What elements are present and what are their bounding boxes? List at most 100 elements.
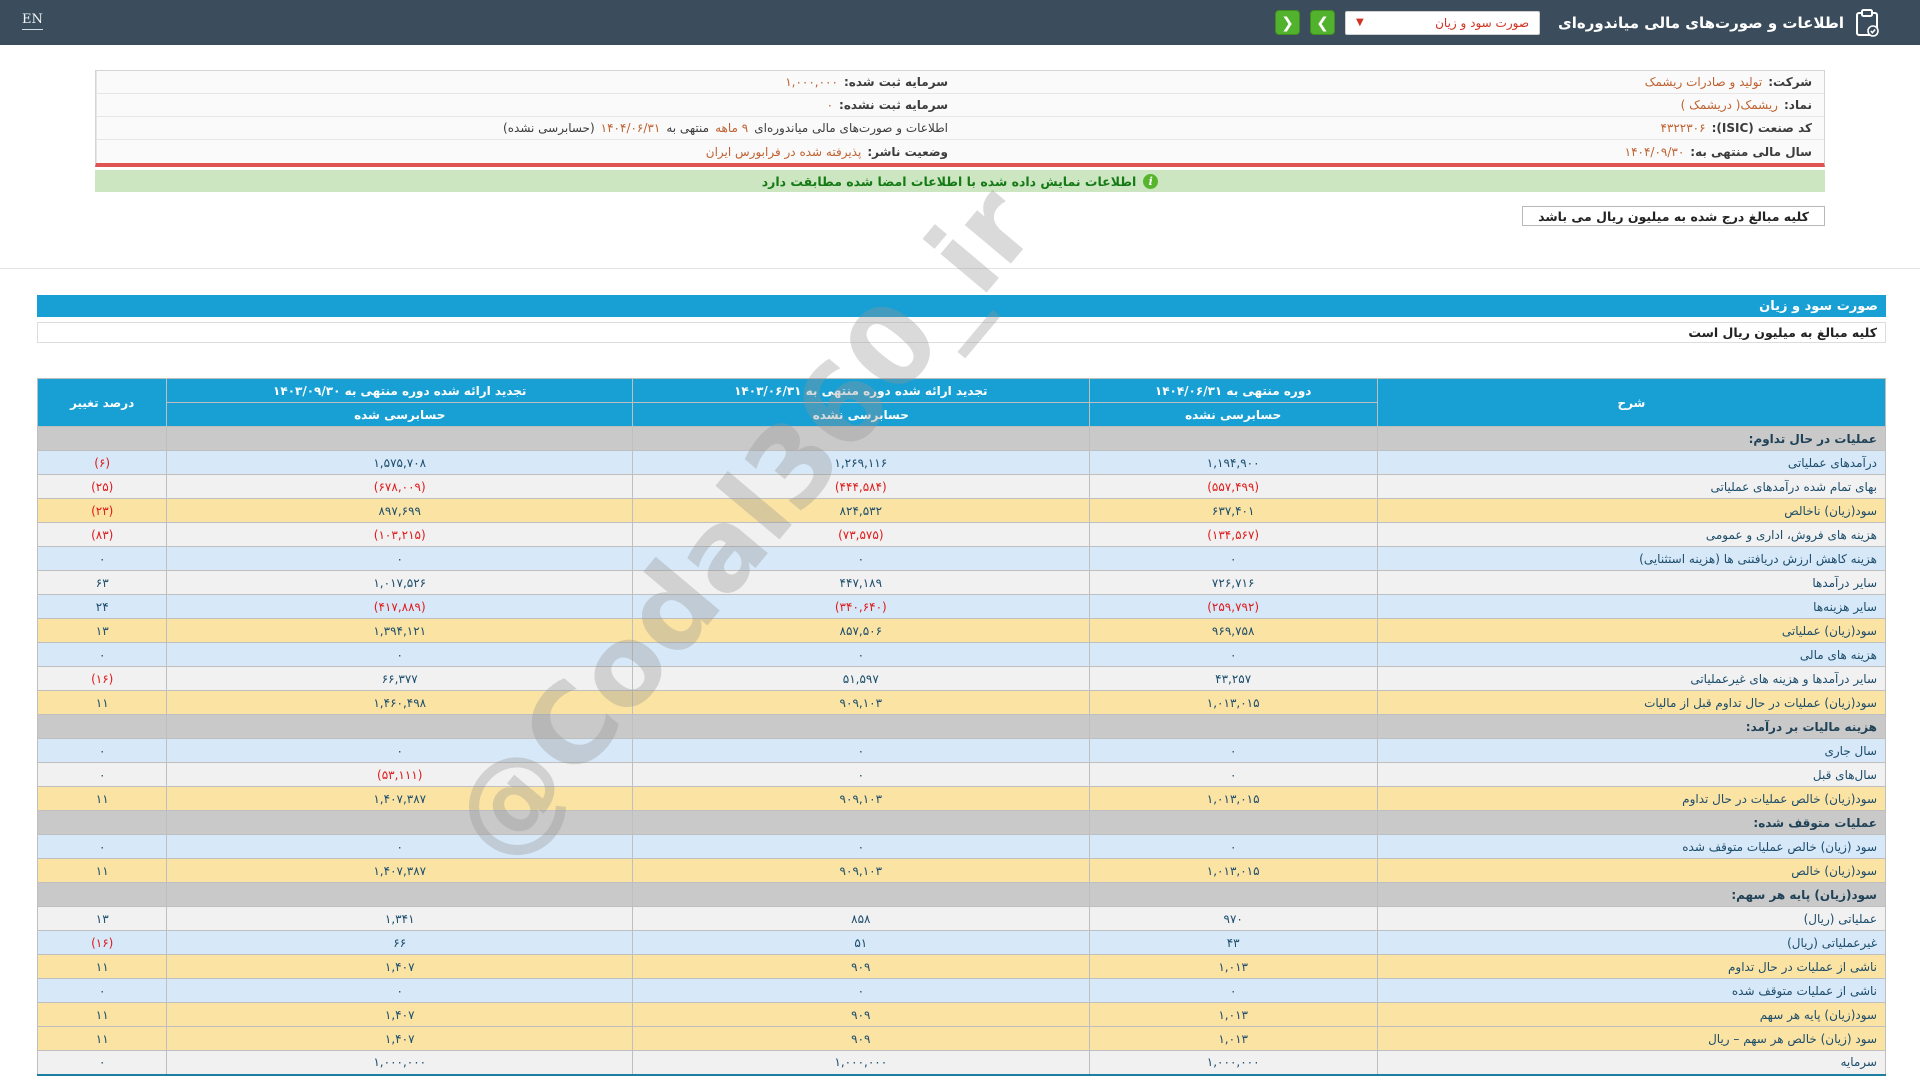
row-value: ۱,۴۰۷ — [166, 954, 634, 979]
registered-capital-label: سرمایه ثبت شده: — [843, 75, 948, 89]
row-value: ۲۴ — [36, 594, 168, 619]
row-value — [632, 426, 1090, 451]
table-row: سرمایه ۱,۰۰۰,۰۰۰ ۱,۰۰۰,۰۰۰ ۱,۰۰۰,۰۰۰ ۰ — [36, 1050, 1887, 1075]
row-label: سود(زیان) خالص عملیات در حال تداوم — [1376, 786, 1887, 811]
row-value — [632, 882, 1090, 907]
row-value: ۰ — [36, 1050, 168, 1075]
row-value: ۹۰۹,۱۰۳ — [632, 690, 1090, 715]
row-value: ۴۴۷,۱۸۹ — [632, 570, 1090, 595]
row-label: سال‌های قبل — [1376, 762, 1887, 787]
table-row: ناشی از عملیات متوقف شده ۰ ۰ ۰ ۰ — [36, 978, 1887, 1003]
row-value: ۰ — [1088, 978, 1378, 1003]
row-value: ۸۲۴,۵۳۲ — [632, 498, 1090, 523]
section-row: هزینه مالیات بر درآمد: — [36, 714, 1887, 739]
row-value: ۶۶,۳۷۷ — [166, 666, 634, 691]
row-value: ۱,۰۱۳ — [1088, 1002, 1378, 1027]
row-value: (۲۵۹,۷۹۲) — [1088, 594, 1378, 619]
row-value: ۴۳ — [1088, 930, 1378, 955]
row-value: (۱۰۳,۲۱۵) — [166, 522, 634, 547]
header-unaudited-2: حسابرسی نشده — [632, 402, 1090, 427]
table-row: سال جاری ۰ ۰ ۰ ۰ — [36, 738, 1887, 763]
row-value — [1088, 882, 1378, 907]
table-row: عملیاتی (ریال) ۹۷۰ ۸۵۸ ۱,۳۴۱ ۱۳ — [36, 906, 1887, 931]
statement-section-header: صورت سود و زیان — [37, 295, 1886, 317]
row-value: ۱,۱۹۴,۹۰۰ — [1088, 450, 1378, 475]
table-row: سال‌های قبل ۰ ۰ (۵۳,۱۱۱) ۰ — [36, 762, 1887, 787]
symbol-label: نماد: — [1783, 98, 1812, 112]
row-value: ۰ — [36, 546, 168, 571]
section-row: سود(زیان) پایه هر سهم: — [36, 882, 1887, 907]
row-label: هزینه مالیات بر درآمد: — [1376, 714, 1887, 739]
row-value: ۰ — [632, 546, 1090, 571]
company-value: تولید و صادرات ریشمک — [1644, 75, 1763, 89]
row-label: سود(زیان) عملیات در حال تداوم قبل از مال… — [1376, 690, 1887, 715]
report-period-prefix: اطلاعات و صورت‌های مالی میاندوره‌ای — [754, 121, 948, 135]
statement-type-dropdown[interactable]: صورت سود و زیان ▼ — [1345, 10, 1541, 35]
page-divider — [0, 268, 1920, 269]
page-title: اطلاعات و صورت‌های مالی میاندوره‌ای — [1558, 13, 1844, 32]
row-value: ۱۱ — [36, 1002, 168, 1027]
row-value: ۴۳,۲۵۷ — [1088, 666, 1378, 691]
report-period-date: ۱۴۰۴/۰۶/۳۱ — [600, 121, 661, 135]
row-label: سود(زیان) ناخالص — [1376, 498, 1887, 523]
table-row: سایر درآمدها ۷۲۶,۷۱۶ ۴۴۷,۱۸۹ ۱,۰۱۷,۵۲۶ ۶۳ — [36, 570, 1887, 595]
english-language-link[interactable]: EN — [22, 12, 43, 30]
row-value: (۱۶) — [36, 666, 168, 691]
row-value: ۶۶ — [166, 930, 634, 955]
row-value: ۱,۰۱۳,۰۱۵ — [1088, 786, 1378, 811]
header-description: شرح — [1376, 378, 1887, 427]
header-audited: حسابرسی شده — [166, 402, 634, 427]
row-value: ۱۳ — [36, 618, 168, 643]
symbol-link[interactable]: ریشمک( دریشمک ) — [1680, 98, 1778, 112]
row-value: ۱۱ — [36, 1026, 168, 1051]
row-value: ۱,۰۰۰,۰۰۰ — [166, 1050, 634, 1075]
company-label: شرکت: — [1768, 75, 1812, 89]
row-value — [36, 426, 168, 451]
row-value: ۰ — [1088, 546, 1378, 571]
previous-statement-button[interactable]: ❮ — [1275, 10, 1301, 35]
table-row: هزینه های فروش، اداری و عمومی (۱۳۴,۵۶۷) (۷… — [36, 522, 1887, 547]
signature-match-text: اطلاعات نمایش داده شده با اطلاعات امضا ش… — [761, 173, 1137, 189]
row-value: (۴۴۴,۵۸۴) — [632, 474, 1090, 499]
row-value — [166, 426, 634, 451]
table-row: سود(زیان) عملیاتی ۹۶۹,۷۵۸ ۸۵۷,۵۰۶ ۱,۳۹۴,۱۲۱… — [36, 618, 1887, 643]
row-label: سایر درآمدها و هزینه های غیرعملیاتی — [1376, 666, 1887, 691]
row-value: ۸۵۷,۵۰۶ — [632, 618, 1090, 643]
issuer-status-row: وضعیت ناشر: پذیرفته شده در فرابورس ایران — [96, 140, 960, 163]
row-value: ۱,۰۰۰,۰۰۰ — [1088, 1050, 1378, 1075]
report-period-suffix: (حسابرسی نشده) — [503, 121, 595, 135]
fiscal-year-label: سال مالی منتهی به: — [1690, 144, 1812, 159]
issuer-status-label: وضعیت ناشر: — [867, 144, 948, 159]
row-value: ۱,۲۶۹,۱۱۶ — [632, 450, 1090, 475]
row-value: ۹۶۹,۷۵۸ — [1088, 618, 1378, 643]
row-value: ۱,۴۰۷,۳۸۷ — [166, 858, 634, 883]
row-value: ۷۲۶,۷۱۶ — [1088, 570, 1378, 595]
row-value: ۱,۰۱۳ — [1088, 954, 1378, 979]
row-label: درآمدهای عملیاتی — [1376, 450, 1887, 475]
row-value: ۰ — [36, 762, 168, 787]
row-value: (۶) — [36, 450, 168, 475]
row-value: ۰ — [36, 738, 168, 763]
info-icon: i — [1143, 173, 1159, 189]
row-value: ۹۰۹,۱۰۳ — [632, 786, 1090, 811]
header-percent-change: درصد تغییر — [36, 378, 168, 427]
row-value: ۱,۴۰۷,۳۸۷ — [166, 786, 634, 811]
row-value: ۰ — [36, 834, 168, 859]
table-row: سود(زیان) پایه هر سهم ۱,۰۱۳ ۹۰۹ ۱,۴۰۷ ۱۱ — [36, 1002, 1887, 1027]
row-value: ۸۹۷,۶۹۹ — [166, 498, 634, 523]
row-value: ۰ — [632, 834, 1090, 859]
row-label: سال جاری — [1376, 738, 1887, 763]
row-value: ۹۰۹ — [632, 1002, 1090, 1027]
next-statement-button[interactable]: ❯ — [1310, 10, 1336, 35]
table-row: سود(زیان) ناخالص ۶۳۷,۴۰۱ ۸۲۴,۵۳۲ ۸۹۷,۶۹۹ (۲۳… — [36, 498, 1887, 523]
row-value: ۱۳ — [36, 906, 168, 931]
row-value: ۰ — [166, 978, 634, 1003]
row-value — [36, 810, 168, 835]
row-label: ناشی از عملیات در حال تداوم — [1376, 954, 1887, 979]
section-row: عملیات متوقف شده: — [36, 810, 1887, 835]
row-value: (۱۶) — [36, 930, 168, 955]
row-value: ۸۵۸ — [632, 906, 1090, 931]
table-row: غیرعملیاتی (ریال) ۴۳ ۵۱ ۶۶ (۱۶) — [36, 930, 1887, 955]
row-value: ۵۱ — [632, 930, 1090, 955]
